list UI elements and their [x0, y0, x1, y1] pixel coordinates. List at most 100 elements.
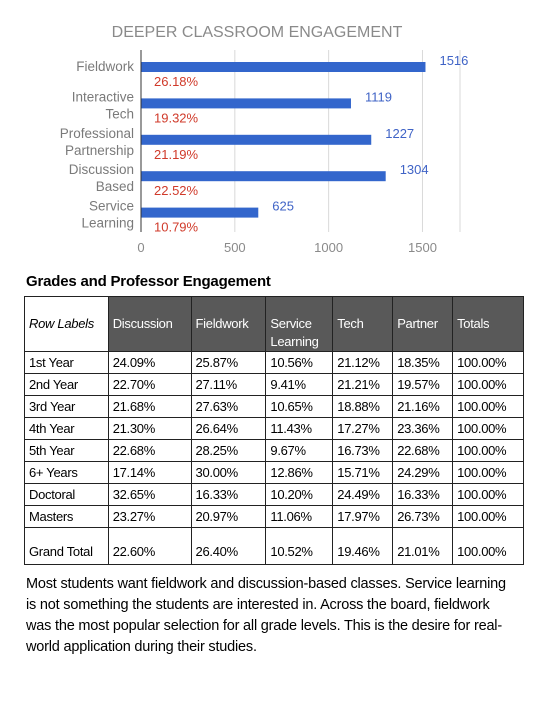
x-tick-label: 500	[224, 240, 246, 255]
table-cell: 28.25%	[190, 439, 267, 462]
row-label-cell: 1st Year	[24, 351, 109, 374]
bar	[141, 62, 426, 72]
table-cell: 17.14%	[107, 461, 192, 484]
table-cell: 16.33%	[392, 483, 454, 506]
bar-value-label: 1516	[439, 53, 468, 68]
table-row: 1st Year 24.09% 25.87% 10.56% 21.12% 18.35% 10…	[24, 351, 524, 374]
table-cell: 16.73%	[332, 439, 394, 462]
table-cell: 22.60%	[107, 527, 192, 565]
bar-percent-label: 26.18%	[154, 74, 199, 89]
category-label: Interactive	[72, 89, 134, 104]
bar	[141, 98, 351, 109]
table-cell: 100.00%	[452, 417, 524, 440]
table-cell: 100.00%	[452, 527, 524, 565]
table-cell: 30.00%	[190, 461, 267, 484]
bar	[141, 134, 372, 145]
table-cell: 26.64%	[190, 417, 267, 440]
bar	[141, 171, 386, 182]
category-label: Fieldwork	[76, 59, 134, 74]
bar-percent-label: 22.52%	[154, 183, 199, 198]
table-cell: 27.63%	[190, 395, 267, 418]
table-cell: 18.88%	[332, 395, 394, 418]
table-cell: 100.00%	[452, 439, 524, 462]
table-cell: 23.27%	[107, 505, 192, 528]
table-cell: 10.65%	[265, 395, 334, 418]
table-cell: 100.00%	[452, 373, 524, 396]
chart-title: DEEPER CLASSROOM ENGAGEMENT	[112, 24, 403, 41]
table-cell: 26.73%	[392, 505, 454, 528]
table-cell: 21.12%	[332, 351, 394, 374]
table-cell: 9.67%	[265, 439, 334, 462]
table-cell: 12.86%	[265, 461, 334, 484]
table-cell: 21.30%	[107, 417, 192, 440]
table-row: 2nd Year 22.70% 27.11% 9.41% 21.21% 19.57% 100…	[24, 373, 524, 396]
table-row: 6+ Years 17.14% 30.00% 12.86% 15.71% 24.29% 10…	[24, 461, 524, 484]
x-tick-label: 1000	[314, 240, 343, 255]
column-header: Partner	[392, 296, 454, 352]
bar-percent-label: 19.32%	[154, 110, 199, 125]
category-label: Based	[96, 179, 134, 194]
bar-value-label: 625	[272, 199, 294, 214]
table-cell: 24.49%	[332, 483, 394, 506]
table-cell: 100.00%	[452, 395, 524, 418]
x-tick-label: 0	[137, 240, 144, 255]
table-cell: 19.57%	[392, 373, 454, 396]
table-cell: 24.09%	[107, 351, 192, 374]
bar-percent-label: 10.79%	[154, 220, 199, 235]
table-header-row: Row Labels Discussion Fieldwork Service Lear…	[24, 296, 524, 352]
table-title: Grades and Professor Engagement	[26, 273, 271, 290]
grades-engagement-table: Row Labels Discussion Fieldwork Service Lear…	[24, 296, 524, 565]
bar	[141, 207, 259, 218]
row-label-cell: 2nd Year	[24, 373, 109, 396]
table-cell: 15.71%	[332, 461, 394, 484]
table-row: 5th Year 22.68% 28.25% 9.67% 16.73% 22.68% 100…	[24, 439, 524, 462]
category-label: Service	[89, 199, 134, 214]
table-cell: 25.87%	[190, 351, 267, 374]
table-cell: 18.35%	[392, 351, 454, 374]
row-label-cell: Doctoral	[24, 483, 109, 506]
table-cell: 22.68%	[107, 439, 192, 462]
category-label: Professional	[60, 126, 134, 141]
table-row: 4th Year 21.30% 26.64% 11.43% 17.27% 23.36% 10…	[24, 417, 524, 440]
category-label: Tech	[105, 106, 134, 121]
table-cell: 22.68%	[392, 439, 454, 462]
table-cell: 11.43%	[265, 417, 334, 440]
bar-value-label: 1119	[365, 89, 392, 104]
grand-total-row: Grand Total 22.60% 26.40% 10.52% 19.46% 21.01…	[24, 527, 524, 565]
row-label-cell: 4th Year	[24, 417, 109, 440]
table-cell: 21.68%	[107, 395, 192, 418]
table-cell: 22.70%	[107, 373, 192, 396]
table-row: Doctoral 32.65% 16.33% 10.20% 24.49% 16.33% 10…	[24, 483, 524, 506]
bar-percent-label: 21.19%	[154, 147, 199, 162]
table-cell: 21.01%	[392, 527, 454, 565]
table-cell: 9.41%	[265, 373, 334, 396]
table-cell: 17.97%	[332, 505, 394, 528]
column-header: Row Labels	[24, 296, 109, 352]
table-cell: 17.27%	[332, 417, 394, 440]
table-cell: 100.00%	[452, 505, 524, 528]
table-cell: 11.06%	[265, 505, 334, 528]
bar-value-label: 1227	[385, 126, 414, 141]
summary-paragraph: Most students want fieldwork and discuss…	[26, 576, 506, 655]
row-label-cell: Grand Total	[24, 527, 109, 565]
table-cell: 10.20%	[265, 483, 334, 506]
category-label: Partnership	[65, 143, 134, 158]
row-label-cell: 3rd Year	[24, 395, 109, 418]
column-header: Service Learning	[265, 296, 334, 352]
table-cell: 24.29%	[392, 461, 454, 484]
table-cell: 19.46%	[332, 527, 394, 565]
category-label: Learning	[81, 216, 134, 231]
table-cell: 10.52%	[265, 527, 334, 565]
table-cell: 21.21%	[332, 373, 394, 396]
table-cell: 20.97%	[190, 505, 267, 528]
table-cell: 100.00%	[452, 461, 524, 484]
table-cell: 100.00%	[452, 351, 524, 374]
table-cell: 10.56%	[265, 351, 334, 374]
table-cell: 23.36%	[392, 417, 454, 440]
table-cell: 100.00%	[452, 483, 524, 506]
bar-value-label: 1304	[400, 162, 429, 177]
table-row: Masters 23.27% 20.97% 11.06% 17.97% 26.73% 100…	[24, 505, 524, 528]
engagement-bar-chart: DEEPER CLASSROOM ENGAGEMENT 0 500 1000 1500 1…	[60, 24, 469, 255]
table-cell: 27.11%	[190, 373, 267, 396]
category-label: Discussion	[69, 162, 134, 177]
